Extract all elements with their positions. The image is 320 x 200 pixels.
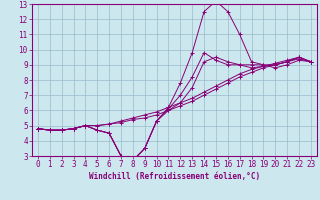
X-axis label: Windchill (Refroidissement éolien,°C): Windchill (Refroidissement éolien,°C): [89, 172, 260, 181]
